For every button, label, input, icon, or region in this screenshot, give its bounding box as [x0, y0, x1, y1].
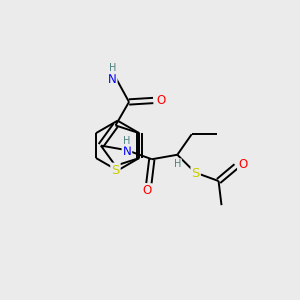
- Text: H: H: [174, 159, 181, 169]
- Text: O: O: [238, 158, 247, 171]
- Text: H: H: [123, 136, 130, 146]
- Text: N: N: [123, 145, 131, 158]
- Text: H: H: [109, 63, 116, 74]
- Text: S: S: [111, 164, 120, 177]
- Text: S: S: [191, 167, 200, 180]
- Text: O: O: [143, 184, 152, 197]
- Text: O: O: [156, 94, 165, 107]
- Text: N: N: [108, 73, 117, 86]
